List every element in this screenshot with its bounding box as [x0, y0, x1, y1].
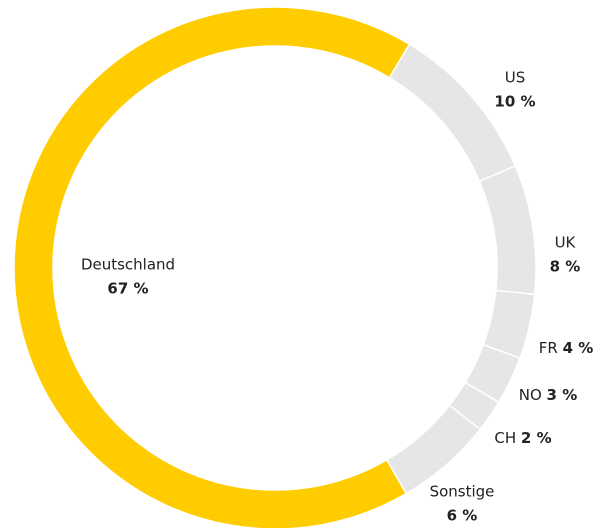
segment-value: 4 % — [563, 339, 594, 357]
segment-name: CH — [494, 429, 516, 447]
donut-segment — [478, 165, 537, 296]
segment-name: NO — [519, 386, 542, 404]
segment-label: Sonstige — [430, 483, 495, 501]
donut-segment — [13, 6, 411, 528]
donut-segment — [385, 404, 482, 495]
segment-label: FR 4 % — [539, 339, 594, 357]
segment-value: 8 % — [550, 258, 581, 276]
segment-value: 3 % — [547, 386, 578, 404]
segment-value: 67 % — [107, 280, 148, 298]
segment-label: US — [505, 69, 526, 87]
segment-label: UK — [555, 234, 577, 252]
segment-label: Deutschland — [81, 256, 175, 274]
segment-name: FR — [539, 339, 558, 357]
segment-label: NO 3 % — [519, 386, 578, 404]
donut-segment — [388, 43, 517, 183]
segment-label: CH 2 % — [494, 429, 551, 447]
segment-value: 6 % — [447, 507, 478, 525]
segment-value: 10 % — [494, 93, 535, 111]
segment-value: 2 % — [521, 429, 552, 447]
